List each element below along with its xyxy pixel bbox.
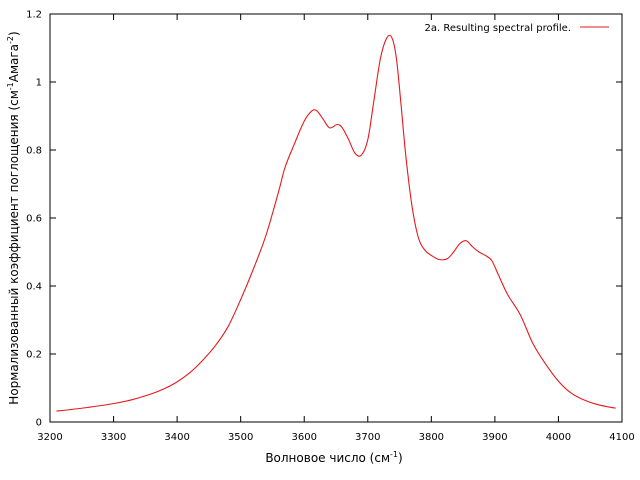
- x-tick-label: 3200: [37, 432, 62, 443]
- y-axis-label-sup-1: -1: [6, 82, 15, 90]
- x-tick-label: 3600: [291, 432, 316, 443]
- axis-ticks: [49, 13, 623, 423]
- x-tick-label: 3700: [355, 432, 380, 443]
- legend: 2a. Resulting spectral profile.: [425, 23, 609, 34]
- x-tick-label: 4000: [546, 432, 571, 443]
- y-tick-label: 0.6: [26, 214, 42, 225]
- y-axis-label-part-1: Нормализованный коэффициент поглощения (…: [7, 90, 21, 404]
- series-line-resulting-spectral-profile: [56, 34, 616, 412]
- x-axis-label-main: Волновое число (см: [265, 451, 390, 465]
- x-tick-label: 3300: [101, 432, 126, 443]
- y-tick-label: 1.2: [26, 10, 42, 21]
- y-axis-label-sup-2: -2: [6, 36, 15, 44]
- x-tick-label: 3500: [228, 432, 253, 443]
- y-tick-label: 1: [36, 78, 42, 89]
- y-tick-label: 0.8: [26, 146, 42, 157]
- x-tick-labels: 3200 3300 3400 3500 3600 3700 3800 3900 4000 4100: [37, 432, 634, 443]
- legend-entry-label: 2a. Resulting spectral profile.: [425, 23, 571, 34]
- y-tick-label: 0.2: [26, 350, 42, 361]
- x-axis-label-end: ): [398, 451, 403, 465]
- x-tick-label: 3800: [419, 432, 444, 443]
- x-axis-label: Волновое число (см-1): [265, 450, 402, 465]
- x-tick-label: 3900: [482, 432, 507, 443]
- y-tick-label: 0.4: [26, 282, 42, 293]
- y-axis-label: Нормализованный коэффициент поглощения (…: [6, 31, 21, 404]
- y-tick-labels: 0 0.2 0.4 0.6 0.8 1 1.2: [26, 10, 42, 429]
- y-axis-label-part-2: Амага: [7, 44, 21, 82]
- y-axis-label-part-3: ): [7, 31, 21, 36]
- x-tick-label: 3400: [164, 432, 189, 443]
- x-tick-label: 4100: [609, 432, 634, 443]
- x-axis-label-sup: -1: [390, 450, 398, 459]
- y-tick-label: 0: [36, 418, 42, 429]
